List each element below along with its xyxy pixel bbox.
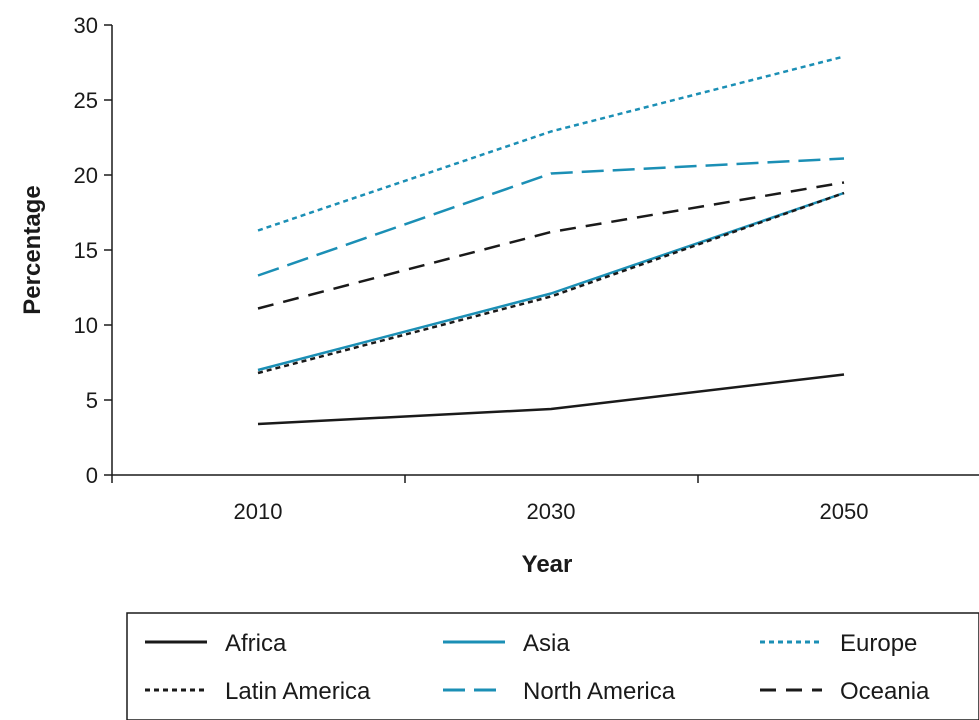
legend-label: Latin America <box>225 678 371 705</box>
series-line-latin-america <box>257 191 845 375</box>
x-tick-label: 2030 <box>527 499 576 524</box>
y-tick-label: 5 <box>86 388 98 413</box>
series-line-north-america <box>257 157 845 277</box>
x-tick-label: 2050 <box>820 499 869 524</box>
series-line-asia <box>257 191 845 372</box>
series-line-africa <box>257 373 845 426</box>
legend-label: North America <box>523 678 676 705</box>
legend-label: Africa <box>225 630 287 657</box>
x-axis-title: Year <box>522 551 573 578</box>
series-line-oceania <box>257 181 845 310</box>
x-tick-label: 2010 <box>234 499 283 524</box>
legend-label: Asia <box>523 630 570 657</box>
legend: Africa Asia Europe Latin America North Ameri… <box>126 612 979 720</box>
y-tick-label: 0 <box>86 463 98 488</box>
legend-label: Europe <box>840 630 917 657</box>
y-axis-title: Percentage <box>19 185 46 314</box>
y-tick-label: 30 <box>74 13 98 38</box>
axes: 0 5 10 15 20 25 30 2010 2030 2050 <box>74 13 979 524</box>
legend-label: Oceania <box>840 678 930 705</box>
y-tick-label: 25 <box>74 88 98 113</box>
y-tick-label: 20 <box>74 163 98 188</box>
series-line-europe <box>257 55 845 232</box>
y-tick-label: 15 <box>74 238 98 263</box>
legend-box <box>126 612 979 720</box>
y-tick-label: 10 <box>74 313 98 338</box>
series-layer <box>257 55 845 426</box>
